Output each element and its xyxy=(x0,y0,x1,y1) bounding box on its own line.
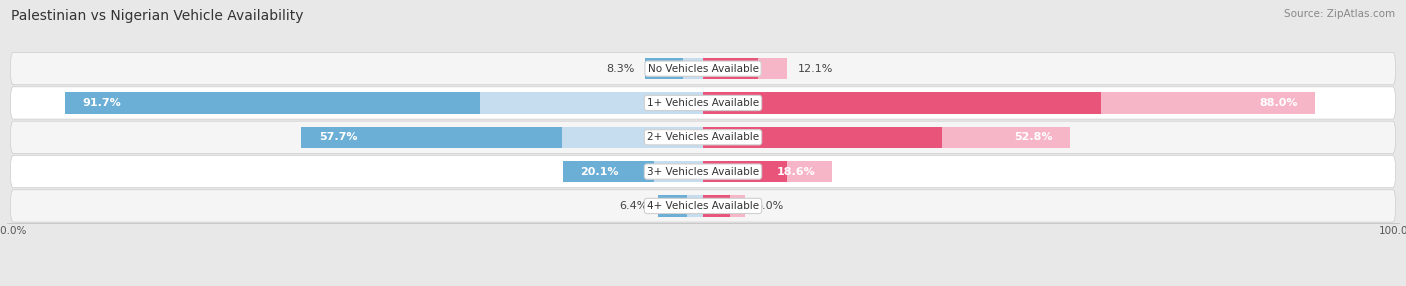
Bar xyxy=(703,195,745,217)
FancyBboxPatch shape xyxy=(10,121,1396,153)
Bar xyxy=(65,92,703,114)
Bar xyxy=(730,195,745,217)
Bar xyxy=(758,58,787,79)
Bar xyxy=(1101,92,1316,114)
Text: 6.4%: 6.4% xyxy=(620,201,648,211)
Bar xyxy=(703,58,787,79)
Text: Palestinian vs Nigerian Vehicle Availability: Palestinian vs Nigerian Vehicle Availabi… xyxy=(11,9,304,23)
Bar xyxy=(703,161,832,182)
Bar xyxy=(301,127,703,148)
Bar xyxy=(942,127,1070,148)
Text: 4+ Vehicles Available: 4+ Vehicles Available xyxy=(647,201,759,211)
Text: 20.1%: 20.1% xyxy=(581,167,619,176)
Bar xyxy=(703,92,1316,114)
Text: No Vehicles Available: No Vehicles Available xyxy=(648,64,758,74)
Bar xyxy=(787,161,832,182)
FancyBboxPatch shape xyxy=(10,190,1396,222)
Text: 18.6%: 18.6% xyxy=(776,167,815,176)
Bar xyxy=(654,161,703,182)
Bar xyxy=(683,58,703,79)
Text: 91.7%: 91.7% xyxy=(82,98,121,108)
Text: 12.1%: 12.1% xyxy=(797,64,832,74)
Bar xyxy=(562,127,703,148)
Text: 1+ Vehicles Available: 1+ Vehicles Available xyxy=(647,98,759,108)
Text: 2+ Vehicles Available: 2+ Vehicles Available xyxy=(647,132,759,142)
Bar xyxy=(645,58,703,79)
Bar xyxy=(688,195,703,217)
FancyBboxPatch shape xyxy=(10,156,1396,188)
Text: 6.0%: 6.0% xyxy=(755,201,783,211)
Text: 52.8%: 52.8% xyxy=(1015,132,1053,142)
Text: 3+ Vehicles Available: 3+ Vehicles Available xyxy=(647,167,759,176)
Bar xyxy=(658,195,703,217)
FancyBboxPatch shape xyxy=(10,87,1396,119)
Bar xyxy=(564,161,703,182)
Text: Source: ZipAtlas.com: Source: ZipAtlas.com xyxy=(1284,9,1395,19)
Bar xyxy=(703,127,1070,148)
Text: 8.3%: 8.3% xyxy=(606,64,634,74)
Text: 88.0%: 88.0% xyxy=(1260,98,1298,108)
FancyBboxPatch shape xyxy=(10,53,1396,85)
Text: 57.7%: 57.7% xyxy=(319,132,357,142)
Bar xyxy=(479,92,703,114)
